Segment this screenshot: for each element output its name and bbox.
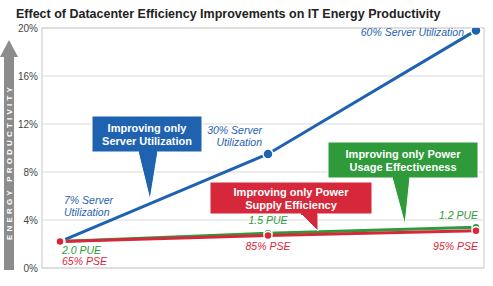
text-line: 1.5 PUE	[248, 214, 288, 226]
y-tick-label: 12%	[18, 119, 38, 130]
legend-entry: Improving onlyServer Utilization	[102, 122, 192, 147]
text-line: 85% PSE	[246, 240, 292, 252]
text-line: 65% PSE	[62, 255, 108, 267]
point-marker	[472, 227, 480, 235]
point-label: 30% ServerUtilization	[207, 124, 262, 148]
text-line: Supply Efficiency	[245, 199, 338, 211]
point-label: 95% PSE	[433, 240, 479, 252]
point-label: 60% Server Utilization	[361, 26, 464, 38]
axis-arrow-head	[0, 40, 18, 57]
point-label: 1.2 PUE	[439, 209, 479, 221]
y-tick-label: 16%	[18, 71, 38, 82]
grid-line	[42, 76, 484, 77]
text-line: 60% Server Utilization	[361, 26, 464, 38]
callout: Improving onlyServer Utilization	[92, 116, 202, 200]
point-marker	[471, 28, 481, 35]
plot-marks	[55, 28, 481, 247]
point-marker	[264, 232, 272, 240]
text-line: Utilization	[216, 136, 262, 148]
text-line: Improving only Power	[346, 148, 462, 160]
callout-joint	[301, 212, 317, 215]
point-label: 65% PSE	[62, 255, 108, 267]
callout-joint	[393, 176, 409, 179]
series-line	[60, 30, 476, 241]
y-tick-label: 4%	[24, 215, 39, 226]
chart: Effect of Datacenter Efficiency Improvem…	[0, 0, 493, 286]
callout-box	[92, 116, 202, 152]
legend-entry: Improving only PowerUsage Effectiveness	[346, 148, 462, 173]
callout-box	[328, 142, 478, 178]
callout: Improving only PowerSupply Efficiency	[210, 182, 372, 231]
text-line: Usage Effectiveness	[350, 161, 457, 173]
text-line: Improving only Power	[234, 186, 350, 198]
callout-pointer	[138, 151, 158, 200]
point-marker	[263, 149, 273, 159]
callout-pointer	[300, 213, 318, 231]
title: Effect of Datacenter Efficiency Improvem…	[16, 7, 440, 21]
y-tick-label: 8%	[24, 167, 39, 178]
grid-line	[42, 268, 484, 269]
callout-joint	[139, 150, 157, 153]
text-line: Improving only	[108, 122, 188, 134]
callout-pointer	[392, 177, 410, 225]
plot-frame	[42, 28, 484, 268]
text-line: 30% Server	[207, 124, 262, 136]
point-label: 7% ServerUtilization	[64, 194, 114, 218]
text-line: 95% PSE	[433, 240, 479, 252]
text-line: 1.2 PUE	[439, 209, 479, 221]
legend-entry: Improving only PowerSupply Efficiency	[234, 186, 350, 211]
text-line: Server Utilization	[102, 135, 192, 147]
point-label: 85% PSE	[246, 240, 292, 252]
text-line: Utilization	[64, 206, 110, 218]
text-line: 7% Server	[64, 194, 114, 206]
axis-arrow	[4, 56, 14, 270]
y-axis-label: ENERGY PRODUCTIVITY	[5, 84, 14, 240]
callout-box	[210, 182, 372, 214]
y-tick-label: 20%	[18, 23, 38, 34]
point-label: 1.5 PUE	[248, 214, 288, 226]
y-tick-label: 0%	[24, 263, 39, 274]
